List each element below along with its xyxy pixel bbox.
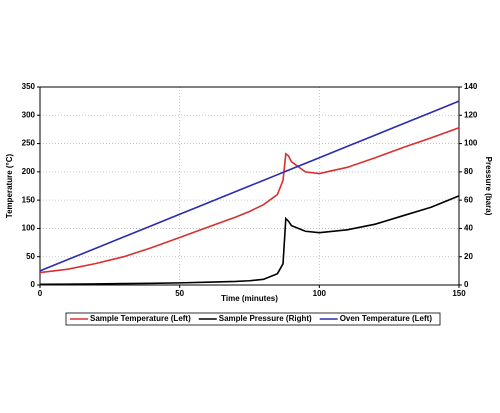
- series-line: [39, 195, 460, 286]
- y-tick-label: 200: [22, 167, 36, 176]
- y-tick-label: 150: [22, 195, 36, 204]
- x-tick-label: 50: [175, 289, 184, 298]
- y-tick-label: 300: [22, 110, 36, 119]
- legend-label: Oven Temperature (Left): [340, 314, 433, 323]
- y-tick-label: 0: [31, 280, 36, 289]
- y2-tick-label: 100: [464, 139, 478, 148]
- plot-frame: [39, 86, 460, 286]
- series-line: [39, 126, 460, 274]
- legend-label: Sample Temperature (Left): [90, 314, 191, 323]
- y2-axis-label: Pressure (bara): [484, 157, 493, 216]
- legend-box: [65, 312, 441, 326]
- series-line: [39, 100, 460, 272]
- y2-tick-label: 20: [464, 252, 473, 261]
- y2-tick-label: 120: [464, 110, 478, 119]
- y-tick-label: 50: [26, 252, 35, 261]
- x-axis-label: Time (minutes): [221, 294, 278, 303]
- y-axis-label: Temperature (°C): [5, 153, 14, 218]
- y-tick-label: 100: [22, 224, 36, 233]
- x-tick-label: 100: [313, 289, 327, 298]
- y-tick-label: 250: [22, 139, 36, 148]
- y2-tick-label: 40: [464, 224, 473, 233]
- y2-tick-label: 60: [464, 195, 473, 204]
- y-tick-label: 350: [22, 82, 36, 91]
- legend-label: Sample Pressure (Right): [219, 314, 312, 323]
- x-tick-label: 0: [38, 289, 43, 298]
- y2-tick-label: 0: [464, 280, 469, 289]
- x-tick-label: 150: [452, 289, 466, 298]
- y2-tick-label: 140: [464, 82, 478, 91]
- y2-tick-label: 80: [464, 167, 473, 176]
